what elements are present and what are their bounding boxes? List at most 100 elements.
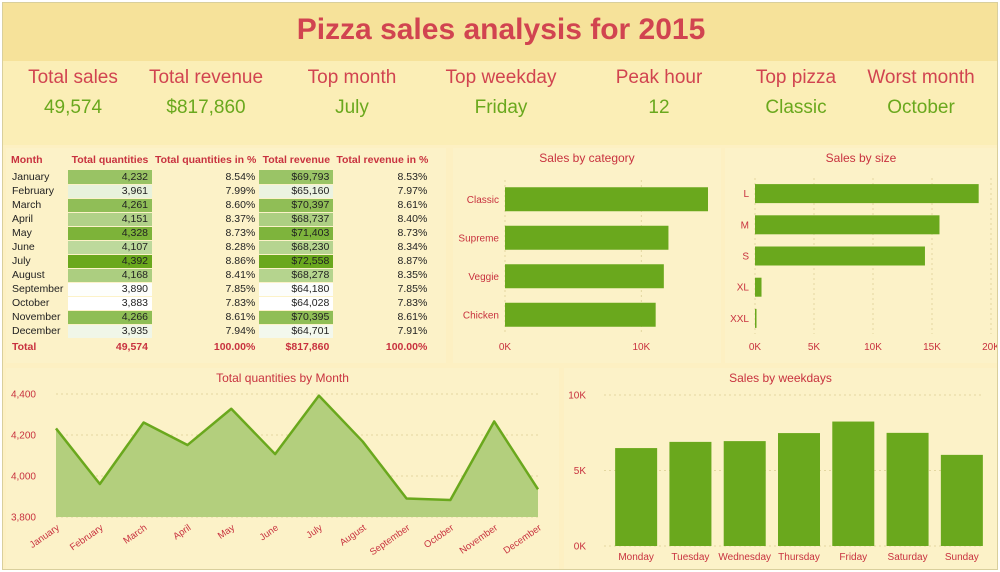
x-tick-label: Monday <box>618 552 654 563</box>
kpi-value: 12 <box>648 97 670 118</box>
kpi-label: Worst month <box>867 67 975 88</box>
x-tick-label: Saturday <box>888 552 928 563</box>
table-row[interactable]: October 3,883 7.83% $64,028 7.83% <box>8 296 431 311</box>
table-cell-rev-pct: 8.35% <box>397 269 428 281</box>
table-cell-month: March <box>12 199 42 211</box>
bar[interactable] <box>755 277 762 297</box>
column-header[interactable]: Month <box>11 154 43 166</box>
table-row[interactable]: May 4,328 8.73% $71,403 8.73% <box>8 226 431 241</box>
table-cell-rev-pct: 8.73% <box>397 227 428 239</box>
x-tick-label: Thursday <box>778 552 820 563</box>
table-row[interactable]: August 4,168 8.41% $68,278 8.35% <box>8 268 431 283</box>
category-label: M <box>741 220 749 231</box>
bar[interactable] <box>669 441 712 546</box>
bar[interactable] <box>615 448 658 546</box>
table-cell-qty-pct: 8.60% <box>225 199 256 211</box>
bar[interactable] <box>755 246 925 266</box>
bar[interactable] <box>886 432 929 546</box>
table-row[interactable]: September 3,890 7.85% $64,180 7.85% <box>8 282 431 297</box>
table-row[interactable]: July 4,392 8.86% $72,558 8.87% <box>8 254 431 269</box>
x-tick-label: December <box>502 522 544 556</box>
table-cell-month: August <box>12 269 45 281</box>
table-cell-rev: $64,180 <box>259 282 334 297</box>
column-header[interactable]: Total revenue in % <box>336 154 429 166</box>
table-cell-qty: 4,232 <box>68 170 152 185</box>
table-row[interactable]: February 3,961 7.99% $65,160 7.97% <box>8 184 431 199</box>
table-row[interactable]: June 4,107 8.28% $68,230 8.34% <box>8 240 431 255</box>
y-tick-label: 0K <box>574 542 587 553</box>
table-cell-rev-pct: 8.34% <box>397 241 428 253</box>
table-cell-qty: 4,261 <box>68 198 152 213</box>
category-label: Supreme <box>458 233 499 244</box>
table-cell-rev: $69,793 <box>259 170 334 185</box>
category-label: XL <box>737 283 750 294</box>
x-tick-label: May <box>216 522 237 541</box>
area-fill <box>56 395 538 517</box>
table-cell-rev-pct: 8.40% <box>397 213 428 225</box>
sales-by-category-chart: 0K 10K Classic Supreme Veggie Chicken <box>458 180 708 353</box>
category-label: Chicken <box>463 310 499 321</box>
table-cell-qty-pct: 7.85% <box>225 283 256 295</box>
table-row[interactable]: January 4,232 8.54% $69,793 8.53% <box>8 170 431 185</box>
x-tick-label: April <box>171 522 193 542</box>
table-cell-month: February <box>12 185 55 197</box>
column-header[interactable]: Total quantities <box>71 154 149 166</box>
x-tick-label: Friday <box>839 552 867 563</box>
quantities-by-month-panel: Total quantities by Month 3,800 4,000 4,20… <box>6 368 559 569</box>
table-row[interactable]: December 3,935 7.94% $64,701 7.91% <box>8 324 431 339</box>
bar[interactable] <box>505 225 669 250</box>
bar[interactable] <box>755 308 757 328</box>
x-tick-label: November <box>458 522 500 556</box>
y-tick-label: 4,200 <box>11 431 36 442</box>
table-row[interactable]: March 4,261 8.60% $70,397 8.61% <box>8 198 431 213</box>
table-cell-qty-pct: 7.94% <box>225 325 256 337</box>
bar[interactable] <box>505 264 664 289</box>
table-row[interactable]: April 4,151 8.37% $68,737 8.40% <box>8 212 431 227</box>
kpi-total-sales: Total sales 49,574 <box>13 67 133 119</box>
table-header-row: Month Total quantities Total quantities … <box>8 150 431 170</box>
bar[interactable] <box>755 184 979 204</box>
kpi-label: Top pizza <box>755 67 837 88</box>
table-cell-qty-pct: 8.73% <box>225 227 256 239</box>
table-cell-qty-pct: 8.61% <box>225 311 256 323</box>
table-cell-qty-pct: 8.28% <box>225 241 256 253</box>
bar[interactable] <box>505 302 656 327</box>
table-cell-rev-pct: 8.61% <box>397 199 428 211</box>
column-header[interactable]: Total quantities in % <box>155 154 257 166</box>
month-table-panel: Month Total quantities Total quantities … <box>6 148 446 363</box>
column-header[interactable]: Total revenue <box>262 154 331 166</box>
sales-by-category-panel: Sales by category 0K 10K Classic Supreme Veg… <box>453 148 721 363</box>
bar[interactable] <box>832 421 875 546</box>
y-tick-label: 10K <box>568 391 586 402</box>
y-tick-label: 5K <box>574 466 587 477</box>
table-cell-qty-pct: 8.54% <box>225 171 256 183</box>
table-cell-qty-pct: 7.83% <box>225 297 256 309</box>
table-cell-rev: $68,230 <box>259 240 334 255</box>
total-cell-rev-pct: 100.00% <box>385 341 428 353</box>
kpi-top-month: Top month July <box>293 67 411 119</box>
bar[interactable] <box>940 454 983 546</box>
x-tick-label: June <box>258 522 281 543</box>
table-cell-rev: $64,028 <box>259 296 334 311</box>
kpi-value: $817,860 <box>166 97 246 118</box>
category-label: Veggie <box>468 272 499 283</box>
kpi-top-weekday: Top weekday Friday <box>435 67 567 119</box>
bar[interactable] <box>505 187 708 212</box>
bar[interactable] <box>778 433 820 546</box>
sales-by-weekdays-chart: 0K 5K 10K Monday Tuesday Wednesday Thursday Fri… <box>568 391 984 563</box>
x-tick-label: January <box>28 522 62 551</box>
table-cell-rev-pct: 7.97% <box>397 185 428 197</box>
x-tick-label: Sunday <box>945 552 979 563</box>
table-row[interactable]: November 4,266 8.61% $70,395 8.61% <box>8 310 431 325</box>
table-cell-qty: 4,392 <box>68 254 152 269</box>
month-table: Month Total quantities Total quantities … <box>8 150 431 356</box>
bar[interactable] <box>755 215 940 235</box>
sales-by-weekdays-panel: Sales by weekdays 0K 5K 10K Monday Tuesday We… <box>564 368 997 569</box>
bar[interactable] <box>723 441 766 546</box>
table-cell-rev-pct: 7.85% <box>397 283 428 295</box>
table-cell-qty-pct: 8.41% <box>225 269 256 281</box>
table-cell-month: September <box>12 283 64 295</box>
x-tick-label: Wednesday <box>718 552 771 563</box>
x-tick-label: 20K <box>982 342 997 353</box>
kpi-value: 49,574 <box>43 97 103 118</box>
